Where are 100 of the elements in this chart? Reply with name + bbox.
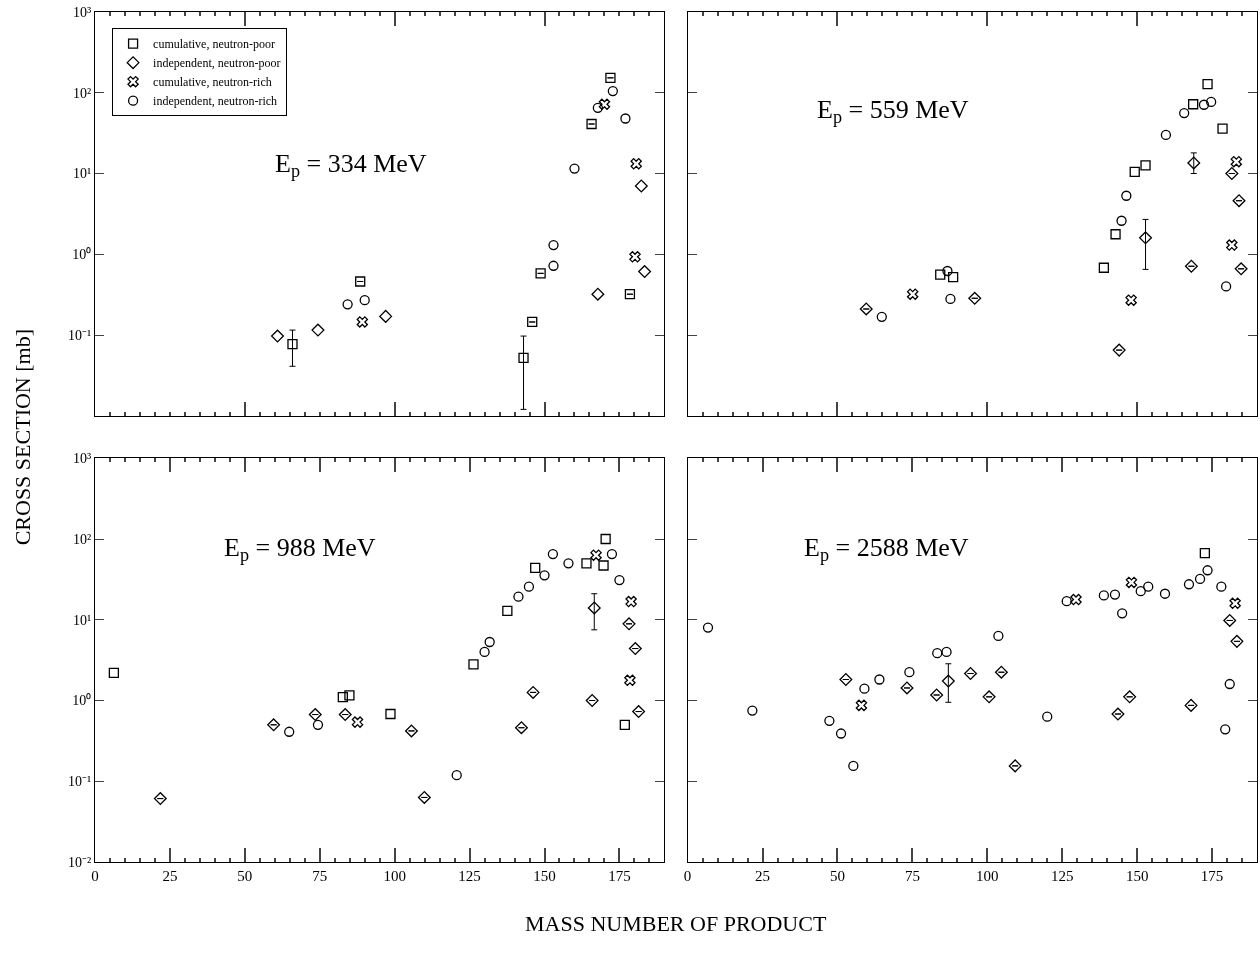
point [605,72,616,83]
point [1202,78,1213,90]
annotation: E$_{p}$ = 559 MeV [817,95,969,128]
point [874,674,885,685]
point [1179,107,1190,119]
y-tick-label: 10⁰ [72,247,92,263]
point [271,329,284,343]
point [1225,167,1239,180]
x-tick-label: 75 [312,868,328,884]
point [1159,588,1171,599]
x-tick-label: 100 [976,868,999,884]
point [585,694,599,707]
point [1125,294,1137,306]
point [624,674,636,687]
point [1220,281,1232,292]
point [1220,724,1231,735]
point [530,562,541,573]
point [1232,194,1246,208]
point [1139,231,1153,245]
point [1230,634,1244,648]
point [941,674,955,688]
point [1187,156,1201,170]
x-tick-label: 0 [91,868,99,884]
point [1042,711,1053,722]
point [312,719,324,730]
point [935,269,946,280]
y-tick-label: 10³ [73,451,92,467]
y-tick-label: 10² [73,85,92,101]
y-tick-label: 10⁻² [68,854,92,870]
annotation: E$_{p}$ = 988 MeV [224,533,376,566]
point [1206,96,1217,108]
x-tick-label: 75 [904,868,920,884]
x-tick-label: 25 [755,868,771,884]
point [1202,565,1213,576]
annotation: E$_{p}$ = 334 MeV [275,149,427,182]
y-tick-label: 10² [73,531,92,547]
point [638,265,652,279]
point [1129,166,1140,177]
point [1008,759,1022,773]
x-tick-label: 175 [1200,868,1224,884]
point [1098,262,1110,273]
point [1184,259,1198,273]
point [835,728,847,739]
point [702,622,714,633]
x-tick-label: 150 [533,868,556,884]
point [1199,547,1211,559]
point [1224,678,1235,690]
point [527,316,538,328]
point [1123,690,1137,704]
point [1111,707,1125,721]
point [1160,129,1172,141]
point [586,118,597,130]
point [620,113,631,124]
point [479,646,490,658]
x-tick-label: 175 [608,868,631,884]
point [1230,155,1243,168]
point [1112,343,1126,357]
point [993,630,1004,642]
point [338,708,352,722]
y-tick-label: 10¹ [73,612,92,628]
point [311,323,325,337]
point [513,591,524,602]
point [1184,698,1198,712]
point [747,705,758,716]
point [153,792,167,806]
point [523,581,535,592]
annotation: E$_{p}$ = 2588 MeV [804,533,969,566]
point [859,302,873,316]
point [108,667,120,678]
legend-label: independent, neutron-rich [153,94,278,109]
point [607,85,618,97]
point [614,574,625,586]
point [1216,581,1227,592]
x-tick-label: 50 [829,868,845,884]
point [591,287,605,301]
point [1125,576,1138,589]
point [451,770,462,781]
point [518,352,529,364]
point [839,673,853,686]
point [351,716,364,728]
point [359,295,370,306]
point [355,276,366,287]
point [1143,581,1154,592]
point [379,309,393,323]
point [630,158,642,170]
point [619,719,630,730]
point [514,721,528,735]
point [1121,190,1132,201]
x-tick-label: 50 [237,868,253,884]
point [344,690,355,701]
point [600,533,611,545]
point [628,642,642,656]
point [1070,593,1082,606]
x-axis-title: MASS NUMBER OF PRODUCT [525,911,827,936]
x-tick-label: 25 [162,868,178,884]
point [1117,608,1128,619]
x-tick-label: 150 [1125,868,1149,884]
point [284,726,295,737]
y-tick-label: 10³ [73,4,92,20]
point [876,311,887,322]
